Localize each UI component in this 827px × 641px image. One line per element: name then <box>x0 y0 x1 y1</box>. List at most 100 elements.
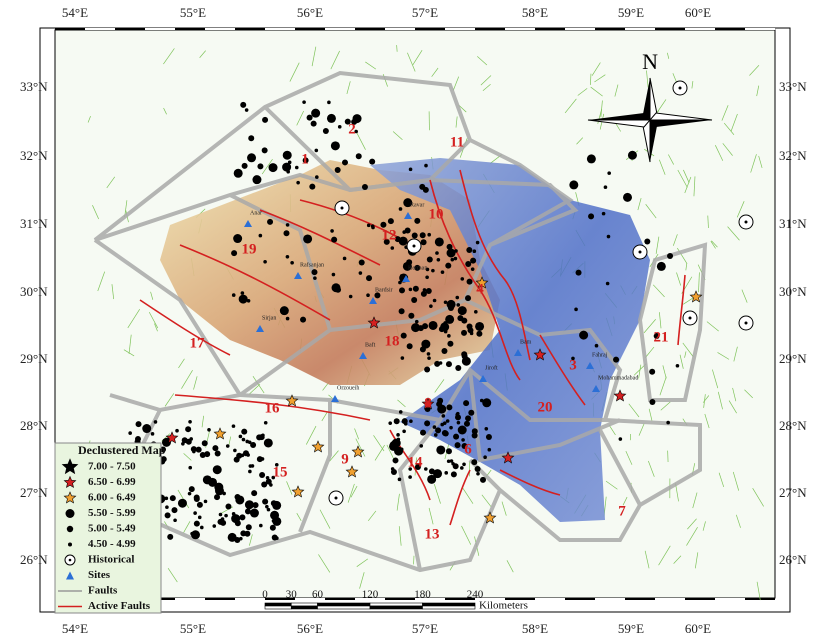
fault <box>733 346 738 362</box>
fault <box>728 400 737 414</box>
lon-label: 57°E <box>412 5 438 20</box>
zone-label: 3 <box>569 357 577 373</box>
earthquake <box>461 351 468 358</box>
earthquake <box>440 422 445 427</box>
earthquake <box>238 434 243 439</box>
earthquake <box>487 447 492 452</box>
earthquake <box>225 444 230 448</box>
fault <box>722 143 733 156</box>
earthquake <box>185 438 192 445</box>
earthquake <box>239 536 243 541</box>
earthquake <box>282 162 292 172</box>
earthquake <box>315 175 319 179</box>
earthquake <box>470 257 477 264</box>
place-name: Jiroft <box>485 364 498 371</box>
lat-label: 31°N <box>20 216 48 231</box>
place-name: Anar <box>250 210 262 216</box>
border-seg <box>355 598 385 600</box>
border-seg <box>685 598 715 600</box>
earthquake <box>607 171 611 175</box>
earthquake <box>419 232 426 239</box>
earthquake <box>263 420 268 425</box>
scale-label: 30 <box>286 589 298 601</box>
border-seg <box>175 28 205 30</box>
earthquake <box>447 334 451 338</box>
lat-label: 27°N <box>779 485 807 500</box>
fault <box>591 62 601 76</box>
earthquake <box>396 437 401 442</box>
scale-seg <box>317 605 371 610</box>
fault <box>163 107 167 115</box>
earthquake <box>369 158 376 165</box>
fault <box>614 84 619 97</box>
earthquake <box>449 425 453 430</box>
earthquake <box>337 125 342 129</box>
earthquake <box>196 501 203 508</box>
earthquake <box>586 154 596 164</box>
site <box>586 362 594 369</box>
earthquake <box>450 471 457 478</box>
earthquake <box>666 420 670 425</box>
earthquake <box>214 494 221 501</box>
fault <box>428 507 434 525</box>
earthquake <box>247 153 257 163</box>
earthquake <box>201 440 208 447</box>
zone-label: 17 <box>190 335 206 351</box>
earthquake <box>274 462 279 467</box>
site <box>256 325 264 332</box>
fault <box>698 272 700 293</box>
fault <box>707 215 709 228</box>
earthquake <box>468 409 475 416</box>
lat-label: 32°N <box>779 148 807 163</box>
earthquake <box>241 162 248 169</box>
earthquake <box>354 129 358 134</box>
earthquake <box>441 414 446 418</box>
place-name: Orzoueih <box>337 385 359 391</box>
scale-seg <box>369 602 423 607</box>
fault <box>396 493 400 511</box>
earthquake <box>327 100 331 105</box>
fault <box>625 450 633 465</box>
earthquake <box>411 232 418 239</box>
earthquake <box>449 459 454 463</box>
zone-label: 14 <box>408 454 424 470</box>
fault <box>644 550 650 569</box>
star <box>501 451 515 464</box>
fault <box>732 471 740 491</box>
earthquake <box>269 524 276 531</box>
earthquake <box>398 280 402 285</box>
fault <box>752 487 764 507</box>
earthquake <box>571 356 575 361</box>
fault <box>461 525 472 545</box>
earthquake <box>414 464 421 471</box>
earthquake <box>461 329 468 336</box>
border-seg <box>535 28 565 30</box>
earthquake <box>272 500 282 510</box>
earthquake <box>231 424 236 428</box>
earthquake <box>656 261 666 271</box>
earthquake <box>425 288 432 295</box>
fault <box>452 76 460 91</box>
earthquake <box>294 165 299 170</box>
earthquake <box>261 481 268 488</box>
fault <box>506 560 514 573</box>
zone-label: 21 <box>654 329 669 345</box>
fault <box>181 369 193 389</box>
fault <box>736 201 745 218</box>
earthquake <box>240 101 247 108</box>
earthquake <box>233 448 237 453</box>
earthquake <box>414 264 421 271</box>
fault <box>311 46 317 67</box>
earthquake <box>240 291 245 295</box>
earthquake <box>466 323 473 330</box>
earthquake <box>446 243 453 250</box>
place-name: Baft <box>365 341 376 348</box>
fault <box>687 518 697 530</box>
lon-label: 56°E <box>297 5 323 20</box>
lat-label: 26°N <box>20 552 48 567</box>
legend-label: Faults <box>88 585 118 597</box>
earthquake <box>185 426 192 433</box>
earthquake <box>450 257 455 262</box>
earthquake <box>649 368 656 375</box>
